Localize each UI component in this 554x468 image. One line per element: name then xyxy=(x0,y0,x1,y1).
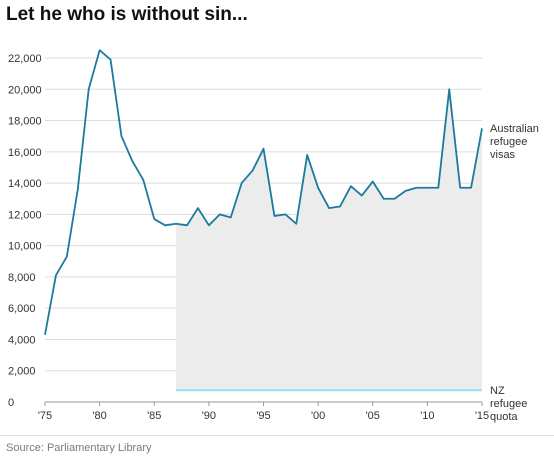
y-tick-label: 14,000 xyxy=(8,178,42,190)
line-chart: 0 2,000 4,000 6,000 8,000 10,000 12,000 14,000 1… xyxy=(8,49,539,423)
source-note: Source: Parliamentary Library xyxy=(6,442,152,454)
y-axis-ticks: 0 2,000 4,000 6,000 8,000 10,000 12,000 14,000 1… xyxy=(8,53,42,409)
footer-divider xyxy=(0,435,554,436)
x-tick-label: '15 xyxy=(475,410,489,422)
x-tick-label: '90 xyxy=(202,410,216,422)
y-tick-label: 16,000 xyxy=(8,147,42,159)
y-tick-label: 0 xyxy=(8,397,14,409)
x-tick-label: '05 xyxy=(366,410,380,422)
y-tick-label: 2,000 xyxy=(8,366,36,378)
x-tick-label: '10 xyxy=(420,410,434,422)
y-tick-label: 6,000 xyxy=(8,303,36,315)
x-tick-label: '75 xyxy=(38,410,52,422)
x-tick-label: '00 xyxy=(311,410,325,422)
y-tick-label: 18,000 xyxy=(8,116,42,128)
series-line-australian-refugee-visas xyxy=(44,49,483,335)
y-tick-label: 12,000 xyxy=(8,209,42,221)
y-tick-label: 8,000 xyxy=(8,272,36,284)
y-tick-label: 20,000 xyxy=(8,84,42,96)
y-tick-label: 10,000 xyxy=(8,241,42,253)
series-label-australian-refugee-visas: Australian refugee visas xyxy=(490,123,539,161)
series-labels: Australian refugee visas NZ refugee quota xyxy=(490,123,539,423)
x-tick-label: '95 xyxy=(256,410,270,422)
chart-title: Let he who is without sin... xyxy=(6,4,248,25)
shaded-area xyxy=(176,89,482,391)
y-tick-label: 22,000 xyxy=(8,53,42,65)
series-lines xyxy=(44,49,483,392)
series-label-nz-refugee-quota: NZ refugee quota xyxy=(490,385,527,423)
y-tick-label: 4,000 xyxy=(8,334,36,346)
x-tick-label: '85 xyxy=(147,410,161,422)
x-axis-ticks: '75 '80 '85 '90 '95 '00 '05 '10 '15 xyxy=(38,402,489,422)
x-tick-label: '80 xyxy=(92,410,106,422)
